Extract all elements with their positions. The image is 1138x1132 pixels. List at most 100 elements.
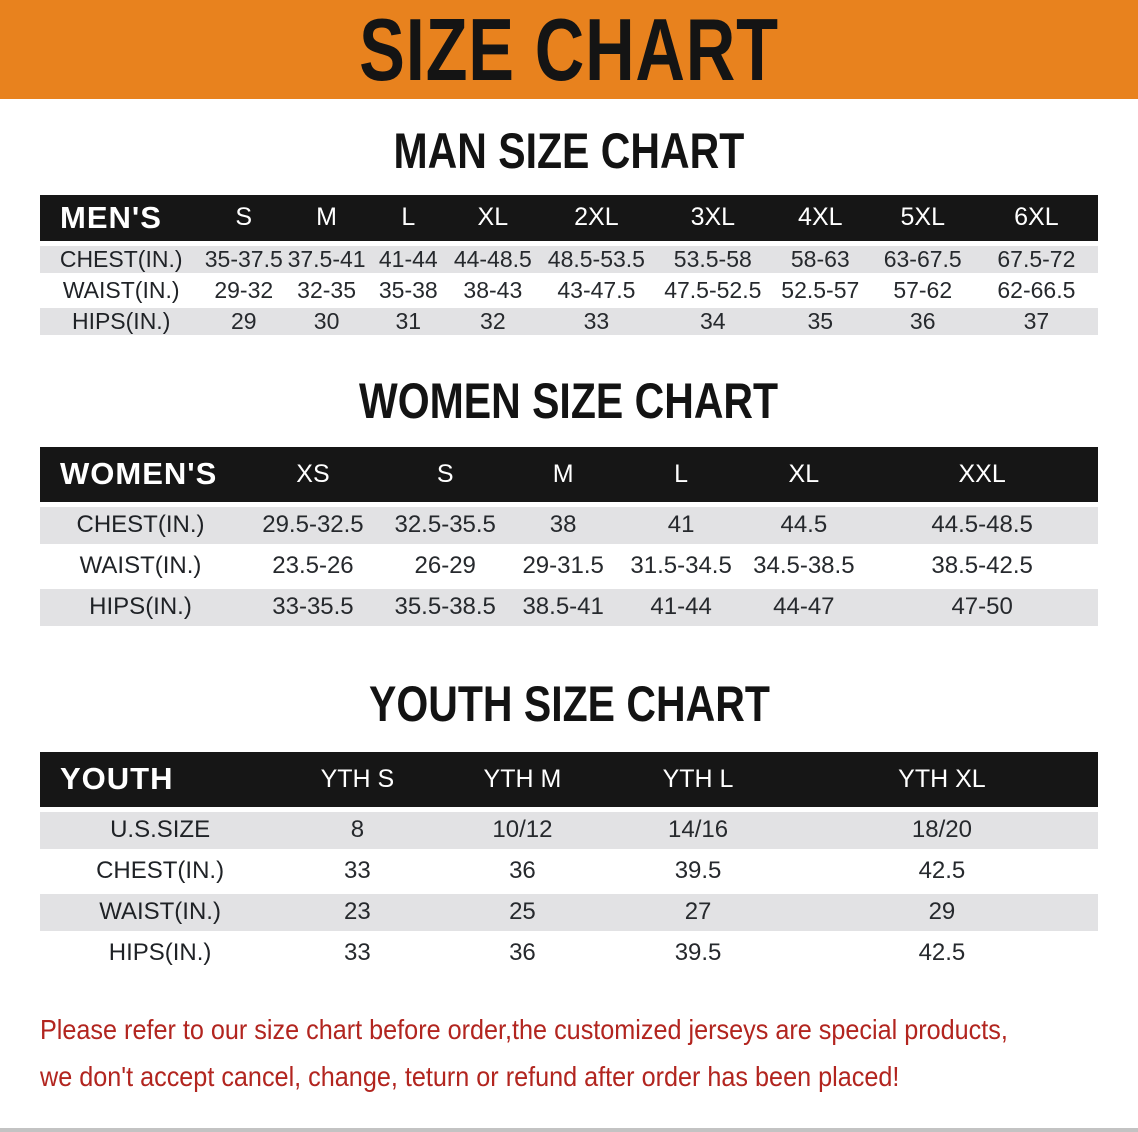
row-label: HIPS(IN.) xyxy=(40,305,203,339)
youth-column-header: YTH L xyxy=(610,751,786,810)
size-value-cell: 42.5 xyxy=(785,850,1098,894)
size-value-cell: 32-35 xyxy=(285,274,368,308)
women-section-heading: WOMEN SIZE CHART xyxy=(359,372,779,429)
youth-header-row: YOUTH YTH S YTH M YTH L YTH XL xyxy=(40,751,1098,810)
size-value-cell: 34 xyxy=(655,305,770,339)
page-title: SIZE CHART xyxy=(359,0,779,99)
size-value-cell: 31.5-34.5 xyxy=(620,545,742,589)
size-value-cell: 36 xyxy=(434,850,611,894)
size-value-cell: 53.5-58 xyxy=(655,240,770,277)
women-column-header: XL xyxy=(741,446,867,505)
men-corner-label: MEN'S xyxy=(40,195,203,243)
men-column-header: 4XL xyxy=(769,195,871,243)
size-value-cell: 29-31.5 xyxy=(505,545,621,589)
row-label: U.S.SIZE xyxy=(40,807,281,853)
size-value-cell: 18/20 xyxy=(785,807,1098,853)
men-column-header: 5XL xyxy=(870,195,975,243)
men-section: MAN SIZE CHART MEN'S S M L XL 2XL 3XL 4X… xyxy=(0,125,1138,339)
size-value-cell: 37 xyxy=(974,305,1098,339)
men-waist-row: WAIST(IN.) 29-32 32-35 35-38 38-43 43-47… xyxy=(40,274,1098,308)
youth-waist-row: WAIST(IN.) 23 25 27 29 xyxy=(40,891,1098,935)
size-value-cell: 41-44 xyxy=(368,240,449,277)
row-label: WAIST(IN.) xyxy=(40,891,281,935)
size-value-cell: 37.5-41 xyxy=(285,240,368,277)
youth-hips-row: HIPS(IN.) 33 36 39.5 42.5 xyxy=(40,932,1098,976)
size-value-cell: 14/16 xyxy=(610,807,786,853)
size-value-cell: 44-47 xyxy=(741,586,867,630)
men-column-header: 3XL xyxy=(655,195,770,243)
men-chest-row: CHEST(IN.) 35-37.5 37.5-41 41-44 44-48.5… xyxy=(40,240,1098,277)
men-column-header: S xyxy=(202,195,286,243)
size-value-cell: 35-38 xyxy=(368,274,449,308)
size-value-cell: 31 xyxy=(368,305,449,339)
men-column-header: 2XL xyxy=(537,195,656,243)
size-value-cell: 44.5-48.5 xyxy=(866,502,1098,548)
youth-section: YOUTH SIZE CHART YOUTH YTH S YTH M YTH L… xyxy=(0,678,1138,976)
size-value-cell: 23.5-26 xyxy=(241,545,385,589)
size-value-cell: 8 xyxy=(280,807,435,853)
size-chart-page: SIZE CHART MAN SIZE CHART MEN'S S M L XL… xyxy=(0,0,1138,1092)
size-value-cell: 27 xyxy=(610,891,786,935)
size-value-cell: 36 xyxy=(434,932,611,976)
men-column-header: 6XL xyxy=(974,195,1098,243)
footer-note-line1: Please refer to our size chart before or… xyxy=(40,1013,1008,1045)
size-value-cell: 34.5-38.5 xyxy=(741,545,867,589)
size-value-cell: 33-35.5 xyxy=(241,586,385,630)
size-value-cell: 63-67.5 xyxy=(870,240,975,277)
youth-size-table: YOUTH YTH S YTH M YTH L YTH XL U.S.SIZE … xyxy=(40,751,1098,976)
women-corner-label: WOMEN'S xyxy=(40,446,242,505)
size-value-cell: 47-50 xyxy=(866,586,1098,630)
size-value-cell: 52.5-57 xyxy=(769,274,871,308)
size-value-cell: 57-62 xyxy=(870,274,975,308)
row-label: HIPS(IN.) xyxy=(40,586,242,630)
row-label: WAIST(IN.) xyxy=(40,274,203,308)
men-column-header: XL xyxy=(448,195,538,243)
youth-column-header: YTH S xyxy=(280,751,435,810)
youth-section-heading: YOUTH SIZE CHART xyxy=(368,675,770,732)
size-value-cell: 25 xyxy=(434,891,611,935)
size-value-cell: 47.5-52.5 xyxy=(655,274,770,308)
size-value-cell: 29.5-32.5 xyxy=(241,502,385,548)
size-value-cell: 35.5-38.5 xyxy=(384,586,506,630)
women-waist-row: WAIST(IN.) 23.5-26 26-29 29-31.5 31.5-34… xyxy=(40,545,1098,589)
row-label: WAIST(IN.) xyxy=(40,545,242,589)
size-value-cell: 44-48.5 xyxy=(448,240,538,277)
men-size-table: MEN'S S M L XL 2XL 3XL 4XL 5XL 6XL CHEST… xyxy=(40,195,1098,339)
size-value-cell: 38.5-41 xyxy=(505,586,621,630)
youth-us-size-row: U.S.SIZE 8 10/12 14/16 18/20 xyxy=(40,807,1098,853)
row-label: CHEST(IN.) xyxy=(40,850,281,894)
row-label: CHEST(IN.) xyxy=(40,502,242,548)
size-value-cell: 35-37.5 xyxy=(202,240,286,277)
youth-column-header: YTH XL xyxy=(785,751,1098,810)
women-column-header: L xyxy=(620,446,742,505)
size-value-cell: 23 xyxy=(280,891,435,935)
women-column-header: S xyxy=(384,446,506,505)
row-label: HIPS(IN.) xyxy=(40,932,281,976)
size-value-cell: 35 xyxy=(769,305,871,339)
size-value-cell: 39.5 xyxy=(610,932,786,976)
size-value-cell: 33 xyxy=(537,305,656,339)
women-section: WOMEN SIZE CHART WOMEN'S XS S M L XL XXL xyxy=(0,375,1138,630)
footer-note-line2: we don't accept cancel, change, teturn o… xyxy=(40,1060,900,1092)
size-value-cell: 41 xyxy=(620,502,742,548)
youth-chest-row: CHEST(IN.) 33 36 39.5 42.5 xyxy=(40,850,1098,894)
women-header-row: WOMEN'S XS S M L XL XXL xyxy=(40,446,1098,505)
men-section-heading: MAN SIZE CHART xyxy=(393,123,745,179)
size-value-cell: 36 xyxy=(870,305,975,339)
women-chest-row: CHEST(IN.) 29.5-32.5 32.5-35.5 38 41 44.… xyxy=(40,502,1098,548)
size-value-cell: 26-29 xyxy=(384,545,506,589)
size-value-cell: 38.5-42.5 xyxy=(866,545,1098,589)
size-value-cell: 38 xyxy=(505,502,621,548)
size-value-cell: 10/12 xyxy=(434,807,611,853)
women-column-header: M xyxy=(505,446,621,505)
size-value-cell: 33 xyxy=(280,932,435,976)
size-value-cell: 29 xyxy=(785,891,1098,935)
men-column-header: M xyxy=(285,195,368,243)
size-value-cell: 42.5 xyxy=(785,932,1098,976)
youth-column-header: YTH M xyxy=(434,751,611,810)
women-column-header: XS xyxy=(241,446,385,505)
women-size-table: WOMEN'S XS S M L XL XXL CHEST(IN.) 29.5-… xyxy=(40,446,1098,630)
size-value-cell: 62-66.5 xyxy=(974,274,1098,308)
size-value-cell: 38-43 xyxy=(448,274,538,308)
size-value-cell: 32.5-35.5 xyxy=(384,502,506,548)
